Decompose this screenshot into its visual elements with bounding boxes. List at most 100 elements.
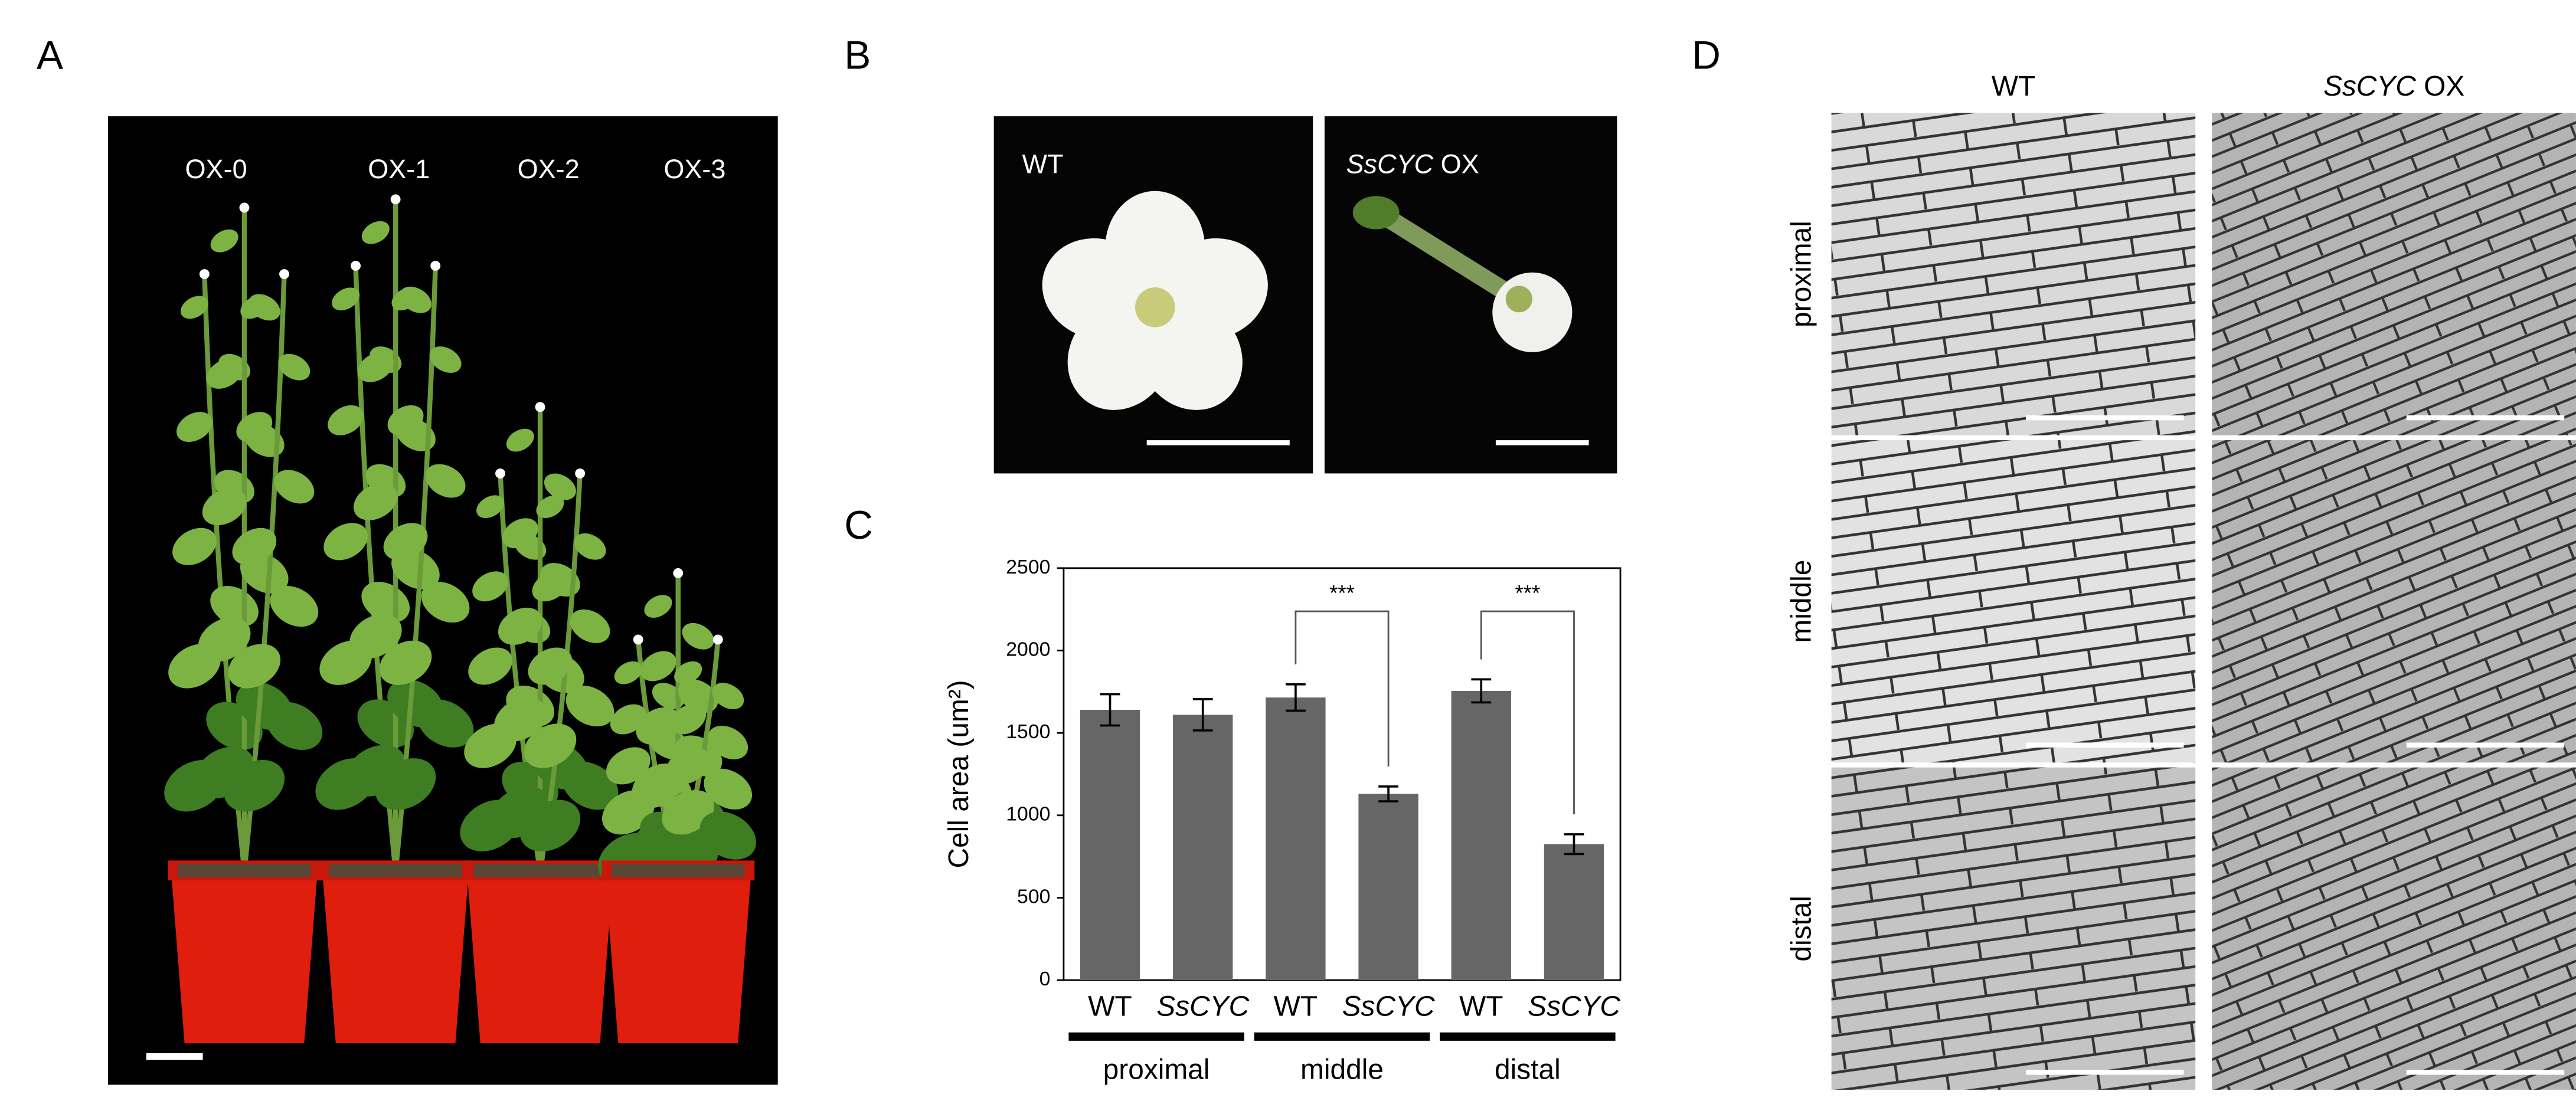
- leaf: [236, 412, 273, 442]
- leaf: [332, 287, 360, 311]
- panel-label: D: [1692, 33, 1721, 77]
- leaf: [383, 523, 428, 561]
- significance-label: ***: [1515, 581, 1541, 605]
- y-tick-label: 1500: [1006, 720, 1050, 743]
- scale-bar: [2406, 1070, 2565, 1075]
- x-tick-label: SsCYC: [1528, 991, 1620, 1023]
- flower-small: [1492, 272, 1573, 352]
- scale-bar: [2406, 415, 2565, 421]
- significance-label: ***: [1329, 581, 1355, 605]
- plant-label: OX-1: [368, 154, 430, 184]
- panel-a-photo: OX-0 OX-1 OX-2 OX-3: [108, 116, 778, 1085]
- panel-label: C: [844, 503, 873, 548]
- plant-label: OX-2: [518, 154, 580, 184]
- leaf: [528, 647, 573, 685]
- significance-bracket: [1294, 610, 1390, 767]
- group-label: middle: [1300, 1054, 1384, 1086]
- flower-center: [1505, 286, 1532, 313]
- bar: [1173, 715, 1233, 981]
- leaf: [375, 758, 436, 810]
- leaf: [708, 725, 748, 759]
- scale-bar: [2026, 742, 2184, 748]
- leaf: [519, 800, 581, 851]
- leaf: [266, 702, 323, 750]
- leaf: [425, 464, 466, 498]
- flower: [673, 568, 684, 578]
- leaf: [323, 523, 368, 561]
- y-tick-label: 0: [1039, 968, 1051, 990]
- bar: [1266, 697, 1326, 981]
- leaf: [357, 352, 394, 382]
- leaf: [349, 614, 402, 658]
- leaf: [712, 683, 744, 710]
- leaf: [228, 644, 281, 689]
- calyx: [1352, 196, 1400, 230]
- flower: [712, 634, 723, 645]
- x-tick-label: SsCYC: [1156, 991, 1249, 1023]
- cell-pattern: [2212, 440, 2576, 763]
- image-label: SsCYC OX: [1346, 149, 1479, 179]
- flower: [575, 468, 586, 479]
- leaf: [417, 699, 474, 748]
- flower: [495, 468, 505, 479]
- leaf: [361, 221, 390, 244]
- plot-frame: [1063, 567, 1622, 981]
- flower: [633, 634, 643, 645]
- leaf: [353, 483, 398, 520]
- cell-pattern: [2212, 113, 2576, 435]
- panel-b-photos: WT SsCYC OX: [993, 116, 1617, 474]
- leaf: [232, 527, 277, 565]
- leaf: [210, 229, 238, 253]
- leaf: [498, 607, 542, 645]
- leaf: [172, 527, 217, 565]
- leaf: [536, 495, 564, 519]
- pot: [322, 872, 469, 1044]
- y-tick-label: 500: [1017, 885, 1050, 907]
- leaf: [274, 470, 315, 504]
- x-tick-label: SsCYC: [1342, 991, 1435, 1023]
- leaf: [176, 412, 213, 442]
- x-tick-label: WT: [1459, 991, 1503, 1023]
- flower: [430, 261, 441, 271]
- petal: [1042, 238, 1155, 340]
- leaf: [666, 747, 711, 785]
- flower: [351, 261, 361, 271]
- image-label: WT: [1022, 149, 1064, 179]
- flower: [390, 194, 401, 205]
- flower: [239, 202, 250, 213]
- panel-c-chart: 0 500 1000 1500 2000 2500 Cell area (um²) WT SsC…: [943, 556, 1622, 1086]
- pot: [171, 872, 318, 1044]
- bar: [1451, 690, 1511, 981]
- bar: [1358, 794, 1418, 981]
- panel-d-micrographs: WT SsCYC OX proximal middle distal: [1786, 71, 2576, 1090]
- scale-bar: [146, 1053, 203, 1060]
- scale-bar: [1495, 440, 1589, 445]
- leaf: [644, 595, 672, 618]
- group-label: proximal: [1103, 1054, 1210, 1086]
- leaf: [429, 346, 462, 373]
- leaf: [224, 759, 285, 812]
- leaf: [636, 707, 681, 745]
- soil: [473, 864, 607, 877]
- flower: [279, 269, 289, 279]
- y-tick-label: 2500: [1006, 556, 1050, 578]
- scale-bar: [2406, 742, 2565, 748]
- scale-bar: [1146, 440, 1290, 445]
- scale-bar: [2026, 415, 2184, 421]
- flower: [535, 402, 545, 412]
- flower-center: [1135, 287, 1175, 327]
- leaf: [270, 586, 319, 627]
- leaf: [640, 651, 676, 681]
- row-label: proximal: [1786, 221, 1817, 327]
- y-tick-label: 2000: [1006, 638, 1050, 660]
- flower: [199, 269, 210, 279]
- column-label: WT: [1992, 71, 2035, 102]
- leaf: [544, 473, 576, 500]
- leaf: [206, 359, 243, 389]
- soil: [178, 864, 311, 877]
- soil: [329, 864, 462, 877]
- plant-label: OX-3: [663, 154, 725, 184]
- leaf: [476, 495, 505, 519]
- pot: [604, 872, 751, 1044]
